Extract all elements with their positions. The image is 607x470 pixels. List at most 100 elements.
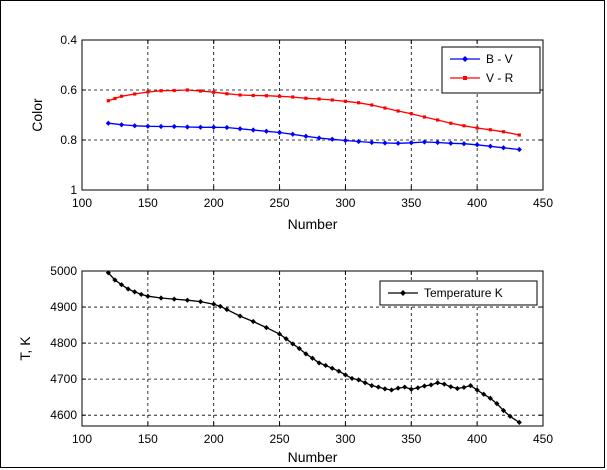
- x-tick-label: 350: [401, 432, 421, 446]
- x-tick-label: 250: [270, 432, 290, 446]
- data-point: [317, 97, 321, 101]
- data-point: [408, 386, 414, 392]
- data-point: [357, 101, 361, 105]
- data-point: [415, 385, 421, 391]
- data-point: [454, 385, 460, 392]
- data-point: [212, 90, 216, 94]
- data-point: [383, 106, 387, 110]
- legend-marker: [400, 290, 406, 296]
- data-point: [138, 291, 144, 298]
- data-point: [145, 123, 151, 129]
- data-point: [251, 93, 255, 98]
- data-point: [467, 383, 474, 389]
- data-point: [211, 124, 217, 130]
- data-point: [185, 88, 189, 92]
- data-point: [237, 126, 243, 132]
- data-point: [436, 118, 440, 122]
- data-point: [375, 384, 381, 390]
- data-point: [487, 395, 493, 401]
- data-point: [395, 140, 401, 146]
- data-point: [105, 270, 111, 276]
- data-point: [238, 93, 242, 97]
- data-point: [474, 142, 480, 148]
- data-point: [198, 89, 203, 93]
- data-point: [184, 297, 190, 303]
- data-point: [435, 380, 441, 386]
- data-point: [118, 122, 125, 128]
- y-tick-label: 0.6: [60, 83, 77, 97]
- x-tick-label: 400: [467, 196, 487, 210]
- data-point: [409, 112, 413, 116]
- series-1: [105, 120, 522, 153]
- data-point: [481, 391, 487, 397]
- y-tick-label: 4900: [50, 300, 77, 314]
- data-point: [448, 384, 454, 390]
- legend-label: Temperature K: [424, 286, 503, 300]
- y-tick-label: 0.4: [60, 33, 77, 47]
- data-point: [113, 96, 117, 101]
- data-point: [475, 126, 479, 130]
- data-point: [516, 419, 522, 425]
- legend: B - V V - R: [441, 46, 541, 94]
- data-point: [224, 306, 230, 313]
- y-tick-label: 5000: [50, 264, 77, 278]
- data-point: [250, 318, 256, 325]
- data-point: [171, 296, 177, 302]
- data-point: [225, 92, 229, 96]
- data-point: [291, 95, 295, 99]
- legend-label: B - V: [486, 52, 513, 66]
- y-tick-label: 1: [70, 183, 77, 197]
- x-tick-label: 250: [270, 196, 290, 210]
- data-point: [370, 103, 374, 107]
- data-point: [316, 360, 322, 366]
- data-point: [369, 383, 375, 389]
- data-point: [408, 140, 414, 146]
- data-point: [263, 324, 269, 331]
- data-point: [290, 131, 296, 137]
- data-point: [329, 136, 335, 142]
- data-point: [119, 94, 124, 98]
- data-point: [283, 336, 289, 342]
- data-point: [277, 94, 282, 98]
- data-point: [304, 96, 308, 100]
- data-point: [276, 129, 283, 136]
- y-tick-label: 4600: [50, 408, 77, 422]
- data-point: [356, 138, 362, 145]
- data-point: [449, 121, 453, 125]
- data-point: [421, 139, 428, 145]
- data-point: [448, 140, 454, 146]
- data-point: [517, 133, 521, 137]
- data-point: [435, 139, 441, 146]
- chart-1: 100 150 200 250 300 350 400 450 0.4 0.6 0.8 1 Number…: [29, 33, 553, 232]
- data-point: [421, 383, 428, 389]
- data-point: [132, 289, 138, 295]
- data-point: [133, 92, 137, 96]
- y-axis-label: T, K: [17, 336, 33, 361]
- data-point: [112, 277, 118, 283]
- data-point: [494, 401, 500, 407]
- data-point: [158, 123, 164, 130]
- data-point: [250, 127, 256, 133]
- plot-border: [81, 270, 544, 427]
- legend-box: [441, 46, 541, 94]
- data-point: [172, 88, 176, 93]
- x-tick-label: 450: [533, 196, 553, 210]
- data-point: [422, 115, 427, 119]
- data-point: [336, 368, 342, 374]
- data-point: [197, 124, 204, 130]
- data-point: [369, 139, 375, 146]
- data-point: [395, 385, 401, 391]
- x-tick-label: 150: [138, 432, 158, 446]
- data-point: [145, 293, 151, 299]
- data-point: [290, 341, 296, 347]
- x-tick-label: 200: [204, 196, 224, 210]
- data-point: [500, 145, 507, 151]
- legend-label: V - R: [486, 71, 514, 85]
- chart-2: 100 150 200 250 300 350 400 450 4600 4700 4800 4900…: [17, 264, 553, 465]
- data-point: [356, 377, 362, 383]
- data-point: [106, 99, 110, 103]
- data-point: [362, 380, 368, 386]
- x-tick-label: 400: [467, 432, 487, 446]
- data-point: [125, 286, 131, 292]
